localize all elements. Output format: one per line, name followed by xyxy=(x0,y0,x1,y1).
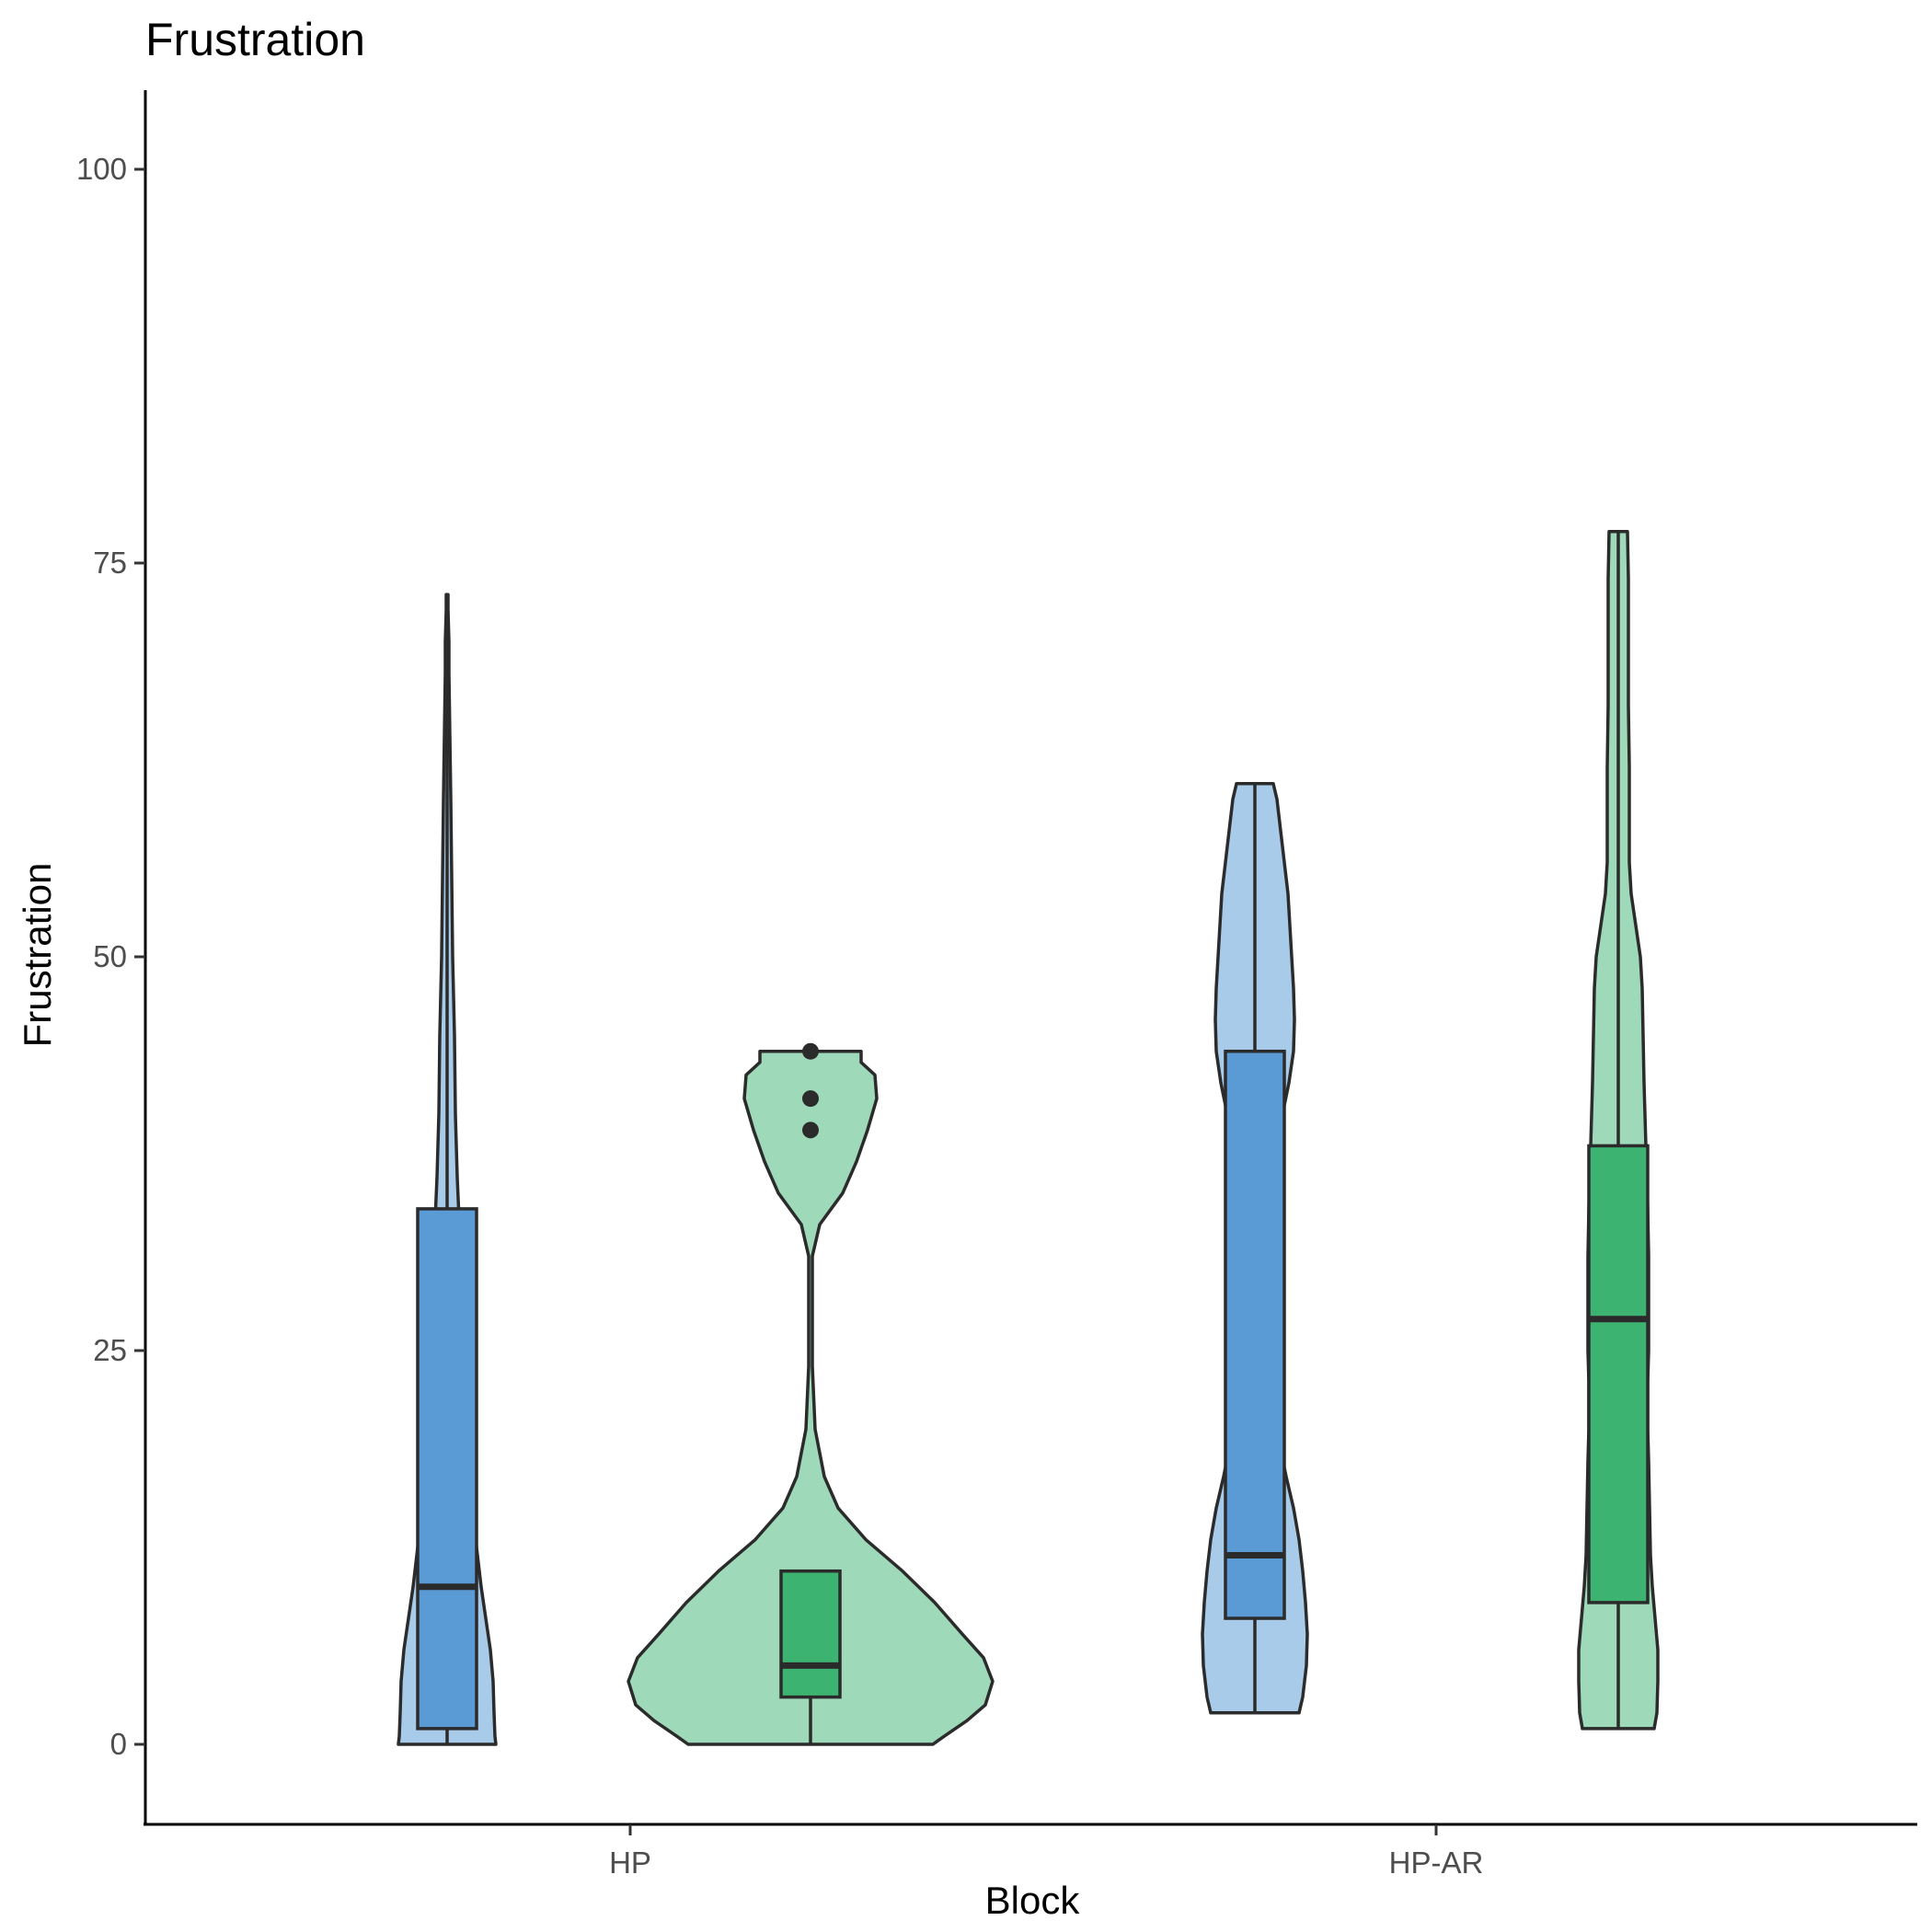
outlier-point xyxy=(802,1090,819,1108)
violin-group-hp xyxy=(397,592,498,1746)
outlier-point xyxy=(802,1121,819,1139)
y-axis-title: Frustration xyxy=(16,863,59,1048)
box xyxy=(1224,1049,1286,1620)
chart-title: Frustration xyxy=(145,14,365,65)
outlier-point xyxy=(802,1042,819,1060)
box xyxy=(1587,1144,1650,1604)
violin-shape xyxy=(627,1049,995,1746)
y-tick-label: 75 xyxy=(93,546,127,580)
violin-group-hp-ar xyxy=(1577,530,1660,1731)
y-tick-label: 0 xyxy=(110,1727,127,1761)
box xyxy=(416,1207,478,1731)
x-axis: HP HP-AR xyxy=(609,1824,1483,1880)
y-tick-label: 50 xyxy=(93,939,127,973)
box xyxy=(779,1569,842,1699)
y-tick-label: 25 xyxy=(93,1333,127,1367)
y-axis: 0 25 50 75 100 xyxy=(76,152,145,1761)
x-axis-title: Block xyxy=(985,1879,1081,1922)
violin-group-hp-ar xyxy=(1201,781,1309,1715)
x-tick-label: HP-AR xyxy=(1389,1846,1484,1880)
violin-group-hp xyxy=(627,1042,995,1746)
plot-area xyxy=(397,530,1660,1746)
x-tick-label: HP xyxy=(609,1846,651,1880)
y-tick-label: 100 xyxy=(76,152,127,186)
